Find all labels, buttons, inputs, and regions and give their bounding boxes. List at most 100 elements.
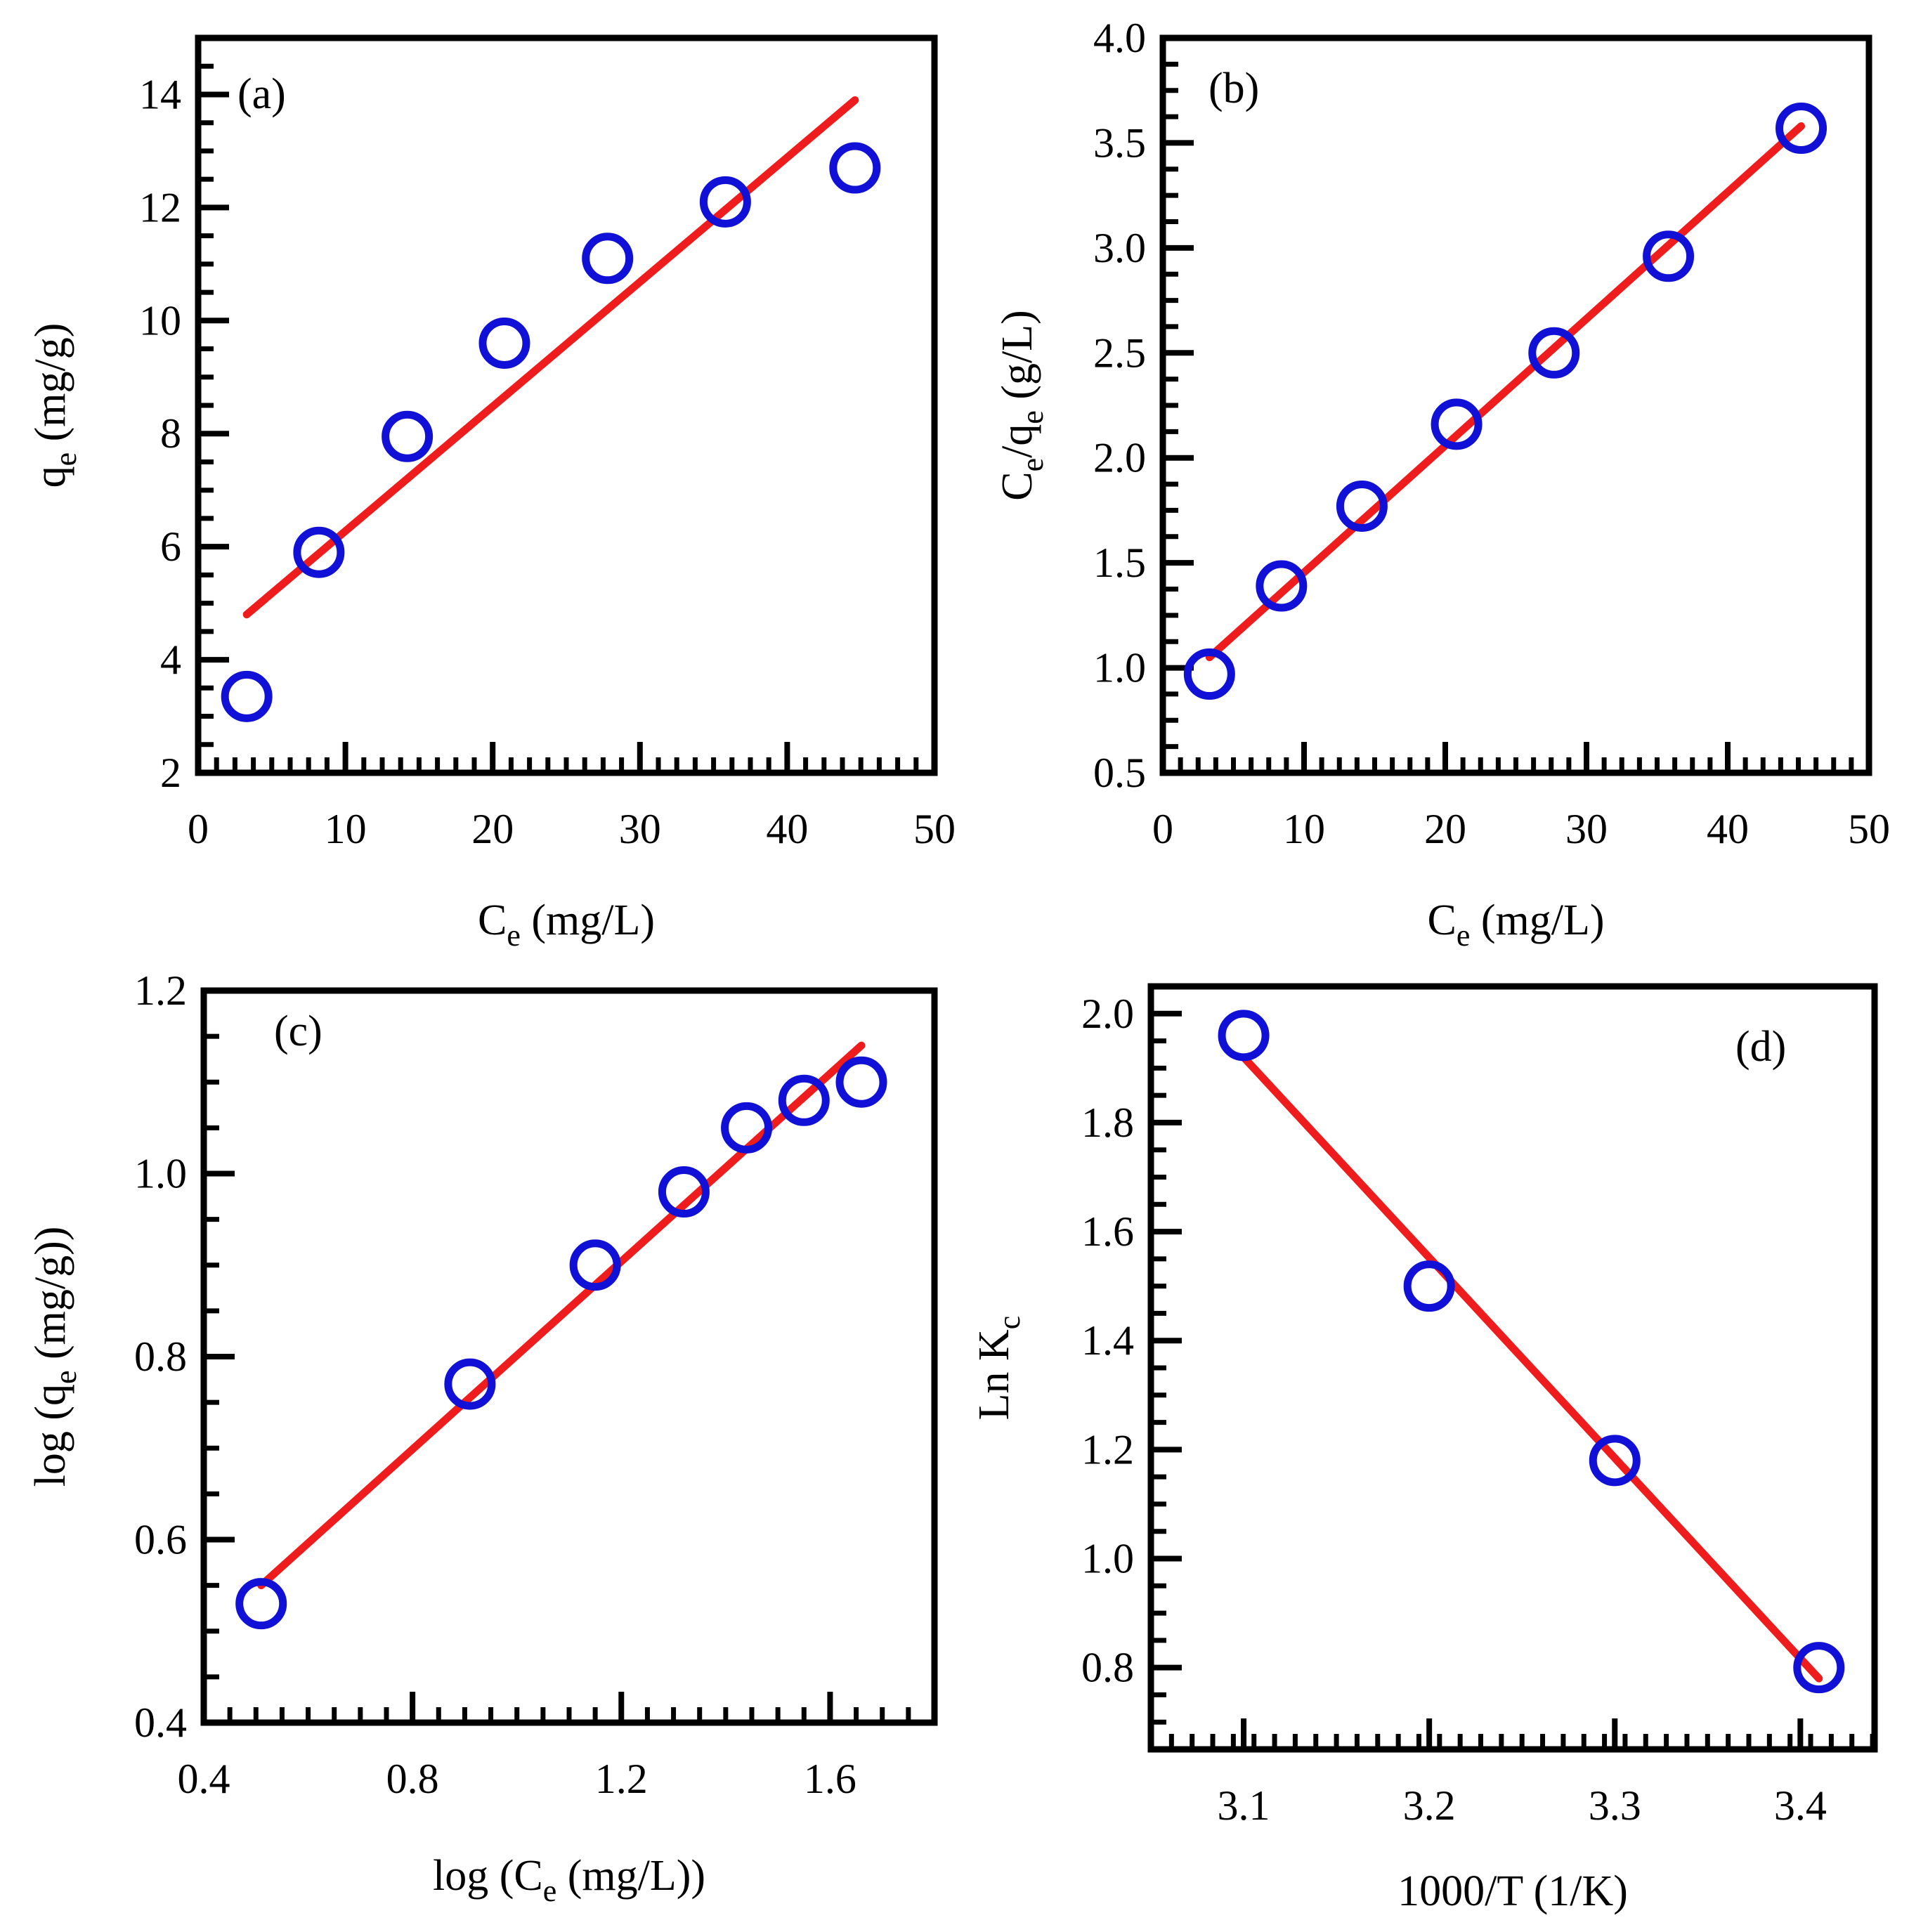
data-point bbox=[1643, 230, 1695, 282]
plot-frame bbox=[1147, 983, 1878, 1753]
y-tick-label: 2.0 bbox=[1081, 991, 1134, 1037]
x-tick-label: 10 bbox=[1283, 806, 1325, 852]
x-label-tail: (mg/L) bbox=[521, 896, 655, 944]
y-tick-label: 1.4 bbox=[1081, 1317, 1134, 1364]
y-tick-label: 6 bbox=[160, 523, 181, 570]
y-tick-label: 4.0 bbox=[1093, 15, 1146, 61]
fit-line bbox=[257, 1041, 866, 1590]
data-point bbox=[221, 670, 273, 722]
x-tick-label: 3.3 bbox=[1589, 1782, 1641, 1829]
y-tick-label: 3.5 bbox=[1093, 119, 1146, 166]
x-tick-label: 50 bbox=[1848, 806, 1890, 852]
data-point bbox=[721, 1102, 773, 1154]
x-tick-label: 20 bbox=[471, 806, 514, 852]
panel-c: 0.4 0.8 1.2 1.60.40.60.81.01.2(c)log (Ce (m… bbox=[27, 967, 938, 1908]
x-axis-title: Ce (mg/L) bbox=[1427, 896, 1604, 953]
y-tick-label: 2.5 bbox=[1093, 329, 1146, 376]
fit-line bbox=[1205, 122, 1806, 662]
x-label-sub: e bbox=[507, 918, 521, 953]
y-tick-label: 0.5 bbox=[1093, 750, 1146, 796]
panel-tag: (a) bbox=[237, 70, 286, 118]
x-label-tail: (mg/L)) bbox=[556, 1852, 705, 1900]
x-tick-label: 1.6 bbox=[804, 1756, 856, 1802]
x-label-main: log (C bbox=[433, 1852, 543, 1900]
x-label-main: C bbox=[478, 896, 507, 944]
x-tick-label: 0 bbox=[188, 806, 209, 852]
x-tick-label: 30 bbox=[619, 806, 661, 852]
y-axis-title: Ln Kc bbox=[970, 1316, 1027, 1421]
plot-frame bbox=[1159, 34, 1872, 776]
x-tick-label: 20 bbox=[1424, 806, 1466, 852]
y-label-mid: /q bbox=[993, 424, 1041, 458]
data-point bbox=[582, 233, 634, 285]
plot-frame bbox=[195, 34, 938, 776]
y-tick-label: 0.4 bbox=[134, 1699, 187, 1746]
y-axis-title: log (qe (mg/g)) bbox=[27, 1227, 83, 1487]
y-axis-title: Ce/qe (g/L) bbox=[993, 310, 1050, 501]
y-tick-label: 14 bbox=[139, 71, 181, 117]
x-tick-label: 10 bbox=[325, 806, 367, 852]
y-tick-label: 8 bbox=[160, 410, 181, 457]
data-point bbox=[444, 1358, 496, 1410]
data-point bbox=[382, 410, 434, 462]
data-point bbox=[1336, 480, 1388, 532]
data-point bbox=[478, 317, 530, 369]
y-tick-label: 0.8 bbox=[1081, 1645, 1134, 1691]
y-tick-label: 2 bbox=[160, 750, 181, 796]
data-point bbox=[778, 1074, 830, 1126]
x-tick-label: 3.2 bbox=[1403, 1782, 1456, 1829]
data-point bbox=[1183, 648, 1235, 700]
y-label-tail: (mg/g)) bbox=[27, 1227, 74, 1371]
data-point bbox=[1218, 1010, 1270, 1062]
panel-b: 0 10 20 30 40 50 0.5 1.0 1.5 2.0 2.5 3.0 3.5 4.0 (b) Ce… bbox=[993, 15, 1890, 953]
fit-line bbox=[1239, 1053, 1823, 1683]
data-point bbox=[1589, 1435, 1641, 1487]
y-label-sub: e bbox=[48, 452, 83, 466]
x-tick-label: 30 bbox=[1565, 806, 1608, 852]
data-point bbox=[658, 1166, 710, 1218]
y-label-main: Ln K bbox=[970, 1329, 1018, 1420]
data-point bbox=[235, 1578, 287, 1630]
y-label-main: C bbox=[993, 471, 1041, 500]
x-label-main: C bbox=[1427, 896, 1456, 944]
y-label-tail: (mg/g) bbox=[27, 323, 74, 452]
panel-tag: (c) bbox=[274, 1007, 322, 1055]
y-tick-label: 4 bbox=[160, 637, 181, 683]
x-label-sub: e bbox=[543, 1874, 557, 1908]
panel-tag: (b) bbox=[1208, 65, 1259, 112]
y-tick-label: 1.0 bbox=[1081, 1536, 1134, 1582]
x-tick-label: 0.4 bbox=[178, 1756, 230, 1802]
data-point bbox=[1431, 398, 1483, 450]
y-label-main: log (q bbox=[27, 1384, 74, 1487]
data-point bbox=[835, 1056, 887, 1108]
y-label-sub: e bbox=[48, 1370, 83, 1384]
x-label-main: 1000/T (1/K) bbox=[1397, 1867, 1628, 1915]
x-tick-label: 0 bbox=[1152, 806, 1173, 852]
y-tick-label: 3.0 bbox=[1093, 225, 1146, 271]
data-point bbox=[1793, 1642, 1845, 1694]
y-label-sub: e bbox=[1015, 458, 1050, 472]
data-point bbox=[1528, 327, 1580, 379]
y-tick-label: 1.2 bbox=[134, 967, 187, 1014]
x-axis-title: Ce (mg/L) bbox=[478, 896, 655, 953]
x-tick-label: 50 bbox=[913, 806, 956, 852]
data-point bbox=[699, 176, 751, 228]
y-label-tail: (g/L) bbox=[993, 310, 1041, 410]
x-tick-label: 0.8 bbox=[386, 1756, 439, 1802]
fit-line bbox=[242, 96, 859, 619]
y-label-sub: c bbox=[992, 1316, 1027, 1330]
x-tick-label: 1.2 bbox=[595, 1756, 648, 1802]
y-tick-label: 1.0 bbox=[1093, 645, 1146, 691]
y-tick-label: 1.2 bbox=[1081, 1426, 1134, 1473]
y-tick-label: 2.0 bbox=[1093, 435, 1146, 481]
panel-tag: (d) bbox=[1735, 1023, 1786, 1071]
x-label-tail: (mg/L) bbox=[1470, 896, 1604, 944]
data-point bbox=[1776, 103, 1827, 155]
x-tick-label: 40 bbox=[766, 806, 808, 852]
data-point bbox=[829, 142, 881, 194]
x-tick-label: 3.4 bbox=[1774, 1782, 1827, 1829]
x-axis-title: 1000/T (1/K) bbox=[1397, 1867, 1628, 1915]
y-tick-label: 12 bbox=[139, 184, 181, 230]
y-axis-title: qe (mg/g) bbox=[27, 323, 83, 488]
